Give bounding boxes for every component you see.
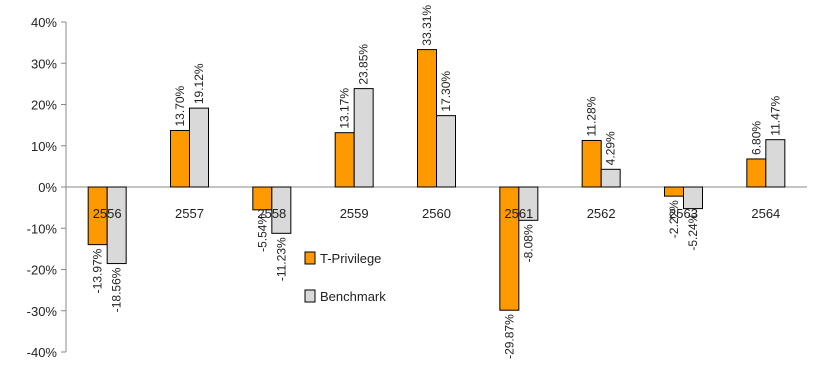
bar-t-privilege-2561 (499, 186, 520, 311)
bar-benchmark-2560 (436, 115, 456, 188)
y-tick-label: 20% (31, 98, 57, 113)
y-tick-label: 10% (31, 139, 57, 154)
x-category-label: 2562 (587, 206, 616, 221)
data-label: 33.31% (420, 5, 434, 46)
bar-layer (87, 49, 786, 311)
bar-t-privilege-2563 (664, 186, 684, 197)
axis-layer: 40% 30% 20% 10% 0% -10% -20% -30% -40% (27, 15, 807, 360)
x-category-label: 2564 (751, 206, 780, 221)
legend-label-benchmark: Benchmark (320, 289, 386, 304)
bar-benchmark-2564 (765, 139, 786, 188)
bar-benchmark-2562 (600, 168, 621, 188)
y-tick-label: -30% (27, 304, 58, 319)
bar-t-privilege-2562 (581, 139, 602, 188)
legend-swatch-t-privilege (304, 251, 316, 265)
bar-benchmark-2556 (106, 186, 127, 265)
bar-t-privilege-2560 (417, 49, 437, 188)
data-label: 13.70% (173, 85, 187, 126)
data-label: -2.22% (667, 200, 681, 238)
data-label: -5.24% (686, 212, 700, 250)
bar-t-privilege-2559 (334, 132, 355, 188)
data-label: 4.29% (604, 131, 618, 165)
data-label: 17.30% (439, 71, 453, 112)
legend-swatch-benchmark (304, 289, 316, 303)
category-label-layer: 2556 2557 2558 2559 2560 2561 2562 2563 2564 (93, 206, 781, 221)
legend: T-Privilege Benchmark (304, 251, 386, 304)
x-category-label: 2560 (422, 206, 451, 221)
x-category-label: 2558 (257, 206, 286, 221)
bar-t-privilege-2564 (746, 158, 767, 188)
data-label: -18.56% (110, 267, 124, 312)
bar-t-privilege-2557 (170, 129, 190, 188)
data-label: -11.23% (274, 237, 288, 281)
legend-label-t-privilege: T-Privilege (320, 251, 381, 266)
data-label: 6.80% (749, 121, 763, 155)
y-tick-label: 40% (31, 15, 57, 30)
data-label-layer: -13.97% -18.56% 13.70% 19.12% -5.54% -11.23% 1… (91, 5, 783, 359)
x-category-label: 2563 (669, 206, 698, 221)
bar-benchmark-2558 (271, 186, 292, 234)
bar-benchmark-2563 (683, 186, 703, 210)
y-tick-label: 30% (31, 56, 57, 71)
y-tick-label: -10% (27, 221, 58, 236)
data-label: 19.12% (192, 63, 206, 104)
data-label: -8.08% (521, 224, 535, 262)
y-tick-label: 0% (38, 180, 57, 195)
y-tick-label: -40% (27, 345, 58, 360)
bar-benchmark-2557 (189, 107, 209, 188)
bar-benchmark-2559 (353, 88, 374, 188)
data-label: 23.85% (357, 44, 371, 85)
data-label: -5.54% (255, 214, 269, 252)
x-category-label: 2556 (93, 206, 122, 221)
x-category-label: 2557 (175, 206, 204, 221)
data-label: 13.17% (338, 88, 352, 129)
x-category-label: 2559 (340, 206, 369, 221)
data-label: 11.47% (768, 96, 782, 136)
data-label: 11.28% (585, 96, 599, 136)
bar-benchmark-2561 (518, 186, 539, 221)
y-tick-label: -20% (27, 263, 58, 278)
data-label: -29.87% (502, 314, 516, 359)
data-label: -13.97% (91, 248, 105, 293)
x-category-label: 2561 (504, 206, 533, 221)
